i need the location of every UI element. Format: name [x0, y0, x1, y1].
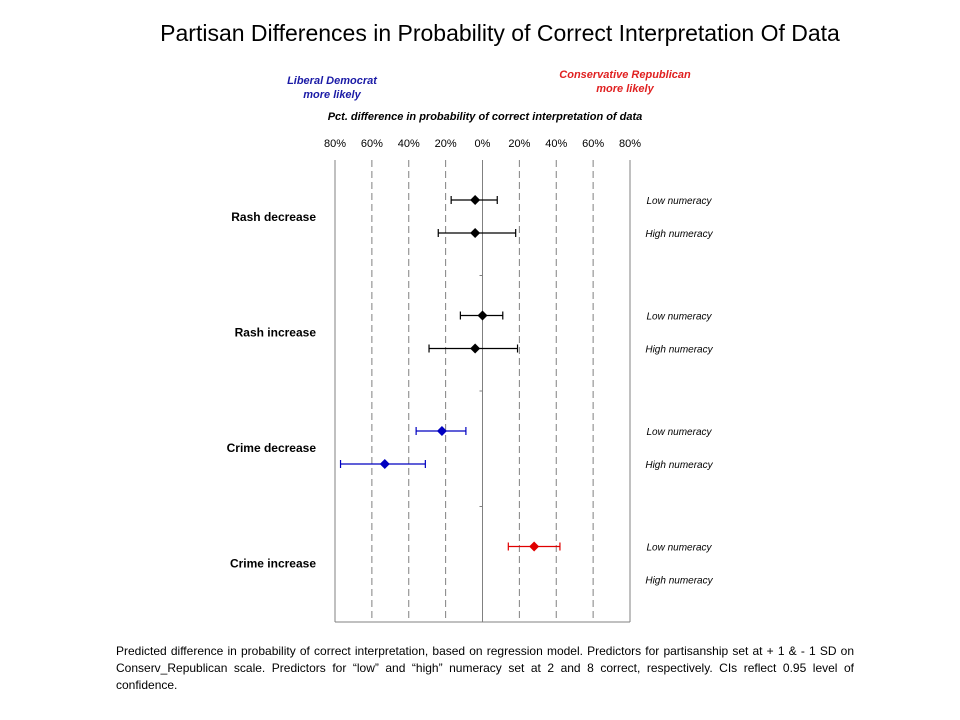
estimate-point — [470, 228, 481, 238]
conservative-annotation-line2: more likely — [596, 83, 654, 95]
group-label: Rash increase — [235, 326, 317, 340]
liberal-annotation-line1: Liberal Democrat — [287, 75, 377, 87]
numeracy-label: Low numeracy — [646, 543, 712, 554]
group-label: Crime increase — [230, 557, 316, 571]
numeracy-label: Low numeracy — [646, 427, 712, 438]
forest-plot: 80% 60% 40% 20% 0% 20% 40% 60% 80% Rash decrease L… — [227, 138, 714, 623]
caption: Predicted difference in probability of c… — [116, 644, 854, 692]
conservative-annotation-line1: Conservative Republican — [559, 69, 691, 81]
numeracy-label: High numeracy — [645, 345, 713, 356]
liberal-annotation-line2: more likely — [303, 89, 361, 101]
x-tick-label: 80% — [619, 138, 641, 150]
x-tick-label: 60% — [582, 138, 604, 150]
estimate-point — [436, 426, 447, 436]
conservative-annotation: Conservative Republican more likely — [525, 68, 725, 96]
liberal-annotation: Liberal Democrat more likely — [262, 74, 402, 102]
x-tick-label: 60% — [361, 138, 383, 150]
numeracy-label: High numeracy — [645, 229, 713, 240]
estimate-point — [379, 459, 390, 469]
estimate-point — [477, 310, 488, 321]
x-tick-label: 20% — [435, 138, 457, 150]
x-tick-label: 20% — [508, 138, 530, 150]
chart-title: Partisan Differences in Probability of C… — [160, 20, 840, 46]
x-axis-label: Pct. difference in probability of correc… — [327, 111, 643, 123]
estimate-point — [470, 195, 481, 205]
estimate-point — [470, 343, 481, 354]
group-label: Crime decrease — [227, 441, 317, 455]
estimate-point — [529, 541, 540, 552]
x-tick-label: 0% — [475, 138, 491, 150]
x-tick-label: 40% — [545, 138, 567, 150]
x-tick-label: 40% — [398, 138, 420, 150]
numeracy-label: High numeracy — [645, 576, 713, 587]
group-label: Rash decrease — [231, 210, 316, 224]
x-tick-label: 80% — [324, 138, 346, 150]
numeracy-label: Low numeracy — [646, 196, 712, 207]
numeracy-label: Low numeracy — [646, 312, 712, 323]
numeracy-label: High numeracy — [645, 460, 713, 471]
